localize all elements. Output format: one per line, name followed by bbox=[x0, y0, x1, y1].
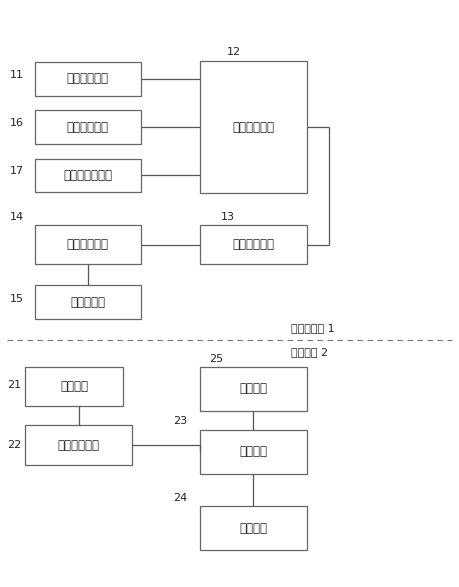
Text: 控制模块: 控制模块 bbox=[239, 445, 267, 458]
Text: 11: 11 bbox=[10, 70, 23, 80]
Text: 16: 16 bbox=[10, 118, 23, 128]
Text: 12: 12 bbox=[227, 46, 241, 56]
Bar bbox=[34, 225, 141, 264]
Text: 智能终端 2: 智能终端 2 bbox=[291, 347, 328, 357]
Text: 23: 23 bbox=[173, 416, 187, 426]
Bar bbox=[25, 426, 132, 465]
Text: 运算处理模块: 运算处理模块 bbox=[232, 238, 274, 251]
Text: 蓝牙调制模块: 蓝牙调制模块 bbox=[67, 238, 109, 251]
Text: 胎压传感器 1: 胎压传感器 1 bbox=[291, 323, 334, 333]
Text: 13: 13 bbox=[220, 212, 235, 222]
Bar bbox=[25, 367, 123, 406]
Text: 蓝牙解调模块: 蓝牙解调模块 bbox=[58, 438, 100, 452]
Text: 21: 21 bbox=[7, 380, 22, 390]
Text: 气压传感模块: 气压传感模块 bbox=[67, 72, 109, 86]
Bar bbox=[34, 158, 141, 193]
Bar bbox=[34, 285, 141, 319]
Text: 17: 17 bbox=[10, 166, 24, 177]
Bar bbox=[34, 62, 141, 96]
Bar bbox=[200, 225, 307, 264]
Bar bbox=[200, 430, 307, 474]
Text: 15: 15 bbox=[10, 294, 23, 304]
Text: 22: 22 bbox=[7, 440, 22, 450]
Text: 24: 24 bbox=[173, 493, 187, 503]
Text: 温度传感模块: 温度传感模块 bbox=[67, 121, 109, 134]
Text: 显示模块: 显示模块 bbox=[239, 382, 267, 396]
Bar bbox=[200, 367, 307, 411]
Text: 接收天线: 接收天线 bbox=[60, 380, 88, 393]
Bar bbox=[34, 110, 141, 144]
Text: 信号放大模块: 信号放大模块 bbox=[232, 121, 274, 134]
Text: 内藏式天线: 内藏式天线 bbox=[70, 296, 105, 309]
Bar bbox=[200, 61, 307, 194]
Text: 25: 25 bbox=[209, 353, 223, 363]
Text: 14: 14 bbox=[10, 212, 24, 222]
Text: 加速度传感模块: 加速度传感模块 bbox=[63, 169, 112, 182]
Text: 存储模块: 存储模块 bbox=[239, 522, 267, 535]
Bar bbox=[200, 507, 307, 551]
